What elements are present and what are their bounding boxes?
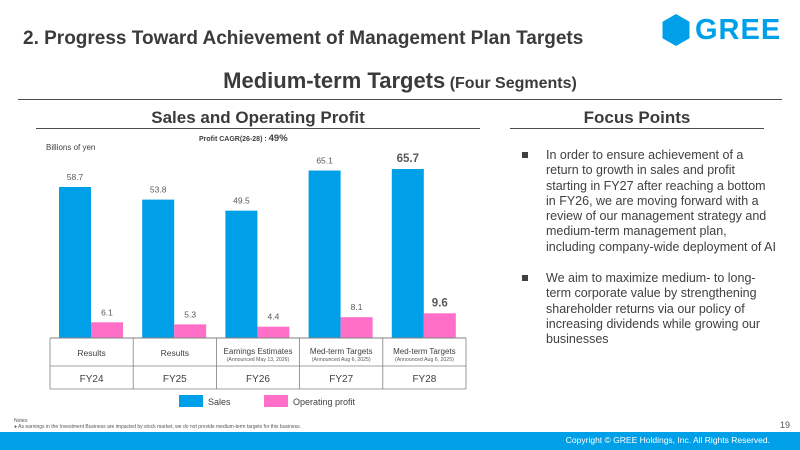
focus-points: In order to ensure achievement of a retu… xyxy=(522,148,776,364)
cagr-value: 49% xyxy=(269,133,289,144)
category-label: Med-term Targets xyxy=(393,347,456,356)
sales-data-label: 53.8 xyxy=(150,185,167,195)
profit-bar xyxy=(91,322,123,338)
sales-bar xyxy=(225,210,258,338)
legend-label-profit: Operating profit xyxy=(293,397,356,407)
notes: Notes: ● As earnings in the Investment B… xyxy=(14,418,301,430)
focus-point-text: In order to ensure achievement of a retu… xyxy=(546,148,776,254)
sales-data-label: 58.7 xyxy=(67,172,84,182)
cagr-label-text: Profit CAGR(26-28) : xyxy=(199,136,269,143)
left-section-rule xyxy=(36,128,480,129)
category-sublabel: (Announced May 13, 2026) xyxy=(227,357,290,363)
profit-data-label: 8.1 xyxy=(351,302,363,312)
fiscal-year-label: FY26 xyxy=(246,374,270,385)
subtitle: Medium-term Targets (Four Segments) xyxy=(0,68,800,94)
square-bullet-icon xyxy=(522,275,528,282)
fiscal-year-label: FY27 xyxy=(329,374,353,385)
page-title: 2. Progress Toward Achievement of Manage… xyxy=(23,28,584,49)
legend-swatch-sales xyxy=(179,395,203,407)
profit-bar xyxy=(423,313,456,338)
fiscal-year-label: FY25 xyxy=(163,374,187,385)
profit-data-label: 6.1 xyxy=(101,307,113,317)
focus-point-item: In order to ensure achievement of a retu… xyxy=(522,148,776,255)
sales-bar xyxy=(308,170,341,338)
notes-item: ● As earnings in the Investment Business… xyxy=(14,424,302,430)
category-sublabel: (Announced Aug 6, 2025) xyxy=(312,357,371,363)
focus-point-text: We aim to maximize medium- to long-term … xyxy=(546,271,761,347)
logo-text: GREE xyxy=(695,14,782,46)
category-label: Results xyxy=(161,348,189,358)
left-section-title: Sales and Operating Profit xyxy=(151,108,365,127)
right-section-title: Focus Points xyxy=(583,108,691,127)
subtitle-main: Medium-term Targets xyxy=(223,68,446,93)
subtitle-paren: (Four Segments) xyxy=(449,75,577,92)
hexagon-logo-icon xyxy=(662,14,690,46)
profit-data-label: 9.6 xyxy=(432,297,448,309)
sales-data-label: 65.7 xyxy=(397,153,419,165)
notes-label: Notes: xyxy=(14,418,29,424)
category-sublabel: (Announced Aug 6, 2025) xyxy=(395,357,454,363)
legend-label-sales: Sales xyxy=(208,397,231,407)
copyright-text: Copyright © GREE Holdings, Inc. All Righ… xyxy=(565,435,770,445)
category-label: Results xyxy=(77,348,105,358)
sales-bar xyxy=(391,169,424,338)
category-label: Earnings Estimates xyxy=(224,347,293,356)
cagr-label: Profit CAGR(26-28) : 49% xyxy=(199,133,288,144)
focus-point-item: We aim to maximize medium- to long-term … xyxy=(522,271,776,347)
gree-logo: GREE xyxy=(661,13,781,47)
sales-data-label: 49.5 xyxy=(233,196,250,206)
profit-bar xyxy=(174,324,207,338)
profit-bar xyxy=(340,317,373,338)
right-section-rule xyxy=(510,128,764,129)
sales-bar xyxy=(59,187,91,338)
square-bullet-icon xyxy=(522,152,528,158)
profit-data-label: 5.3 xyxy=(184,309,196,319)
legend-swatch-profit xyxy=(264,395,288,407)
fiscal-year-label: FY28 xyxy=(412,374,436,385)
sales-data-label: 65.1 xyxy=(316,156,333,166)
footer-bar: Copyright © GREE Holdings, Inc. All Righ… xyxy=(0,432,800,450)
category-label: Med-term Targets xyxy=(310,347,373,356)
sales-bar xyxy=(142,199,175,338)
profit-data-label: 4.4 xyxy=(267,312,279,322)
notes-item-text: As earnings in the Investment Business a… xyxy=(18,424,302,430)
unit-label: Billions of yen xyxy=(46,143,95,152)
header-divider xyxy=(18,99,782,100)
profit-bar xyxy=(257,326,290,338)
fiscal-year-label: FY24 xyxy=(80,374,104,385)
page-number: 19 xyxy=(779,420,790,430)
